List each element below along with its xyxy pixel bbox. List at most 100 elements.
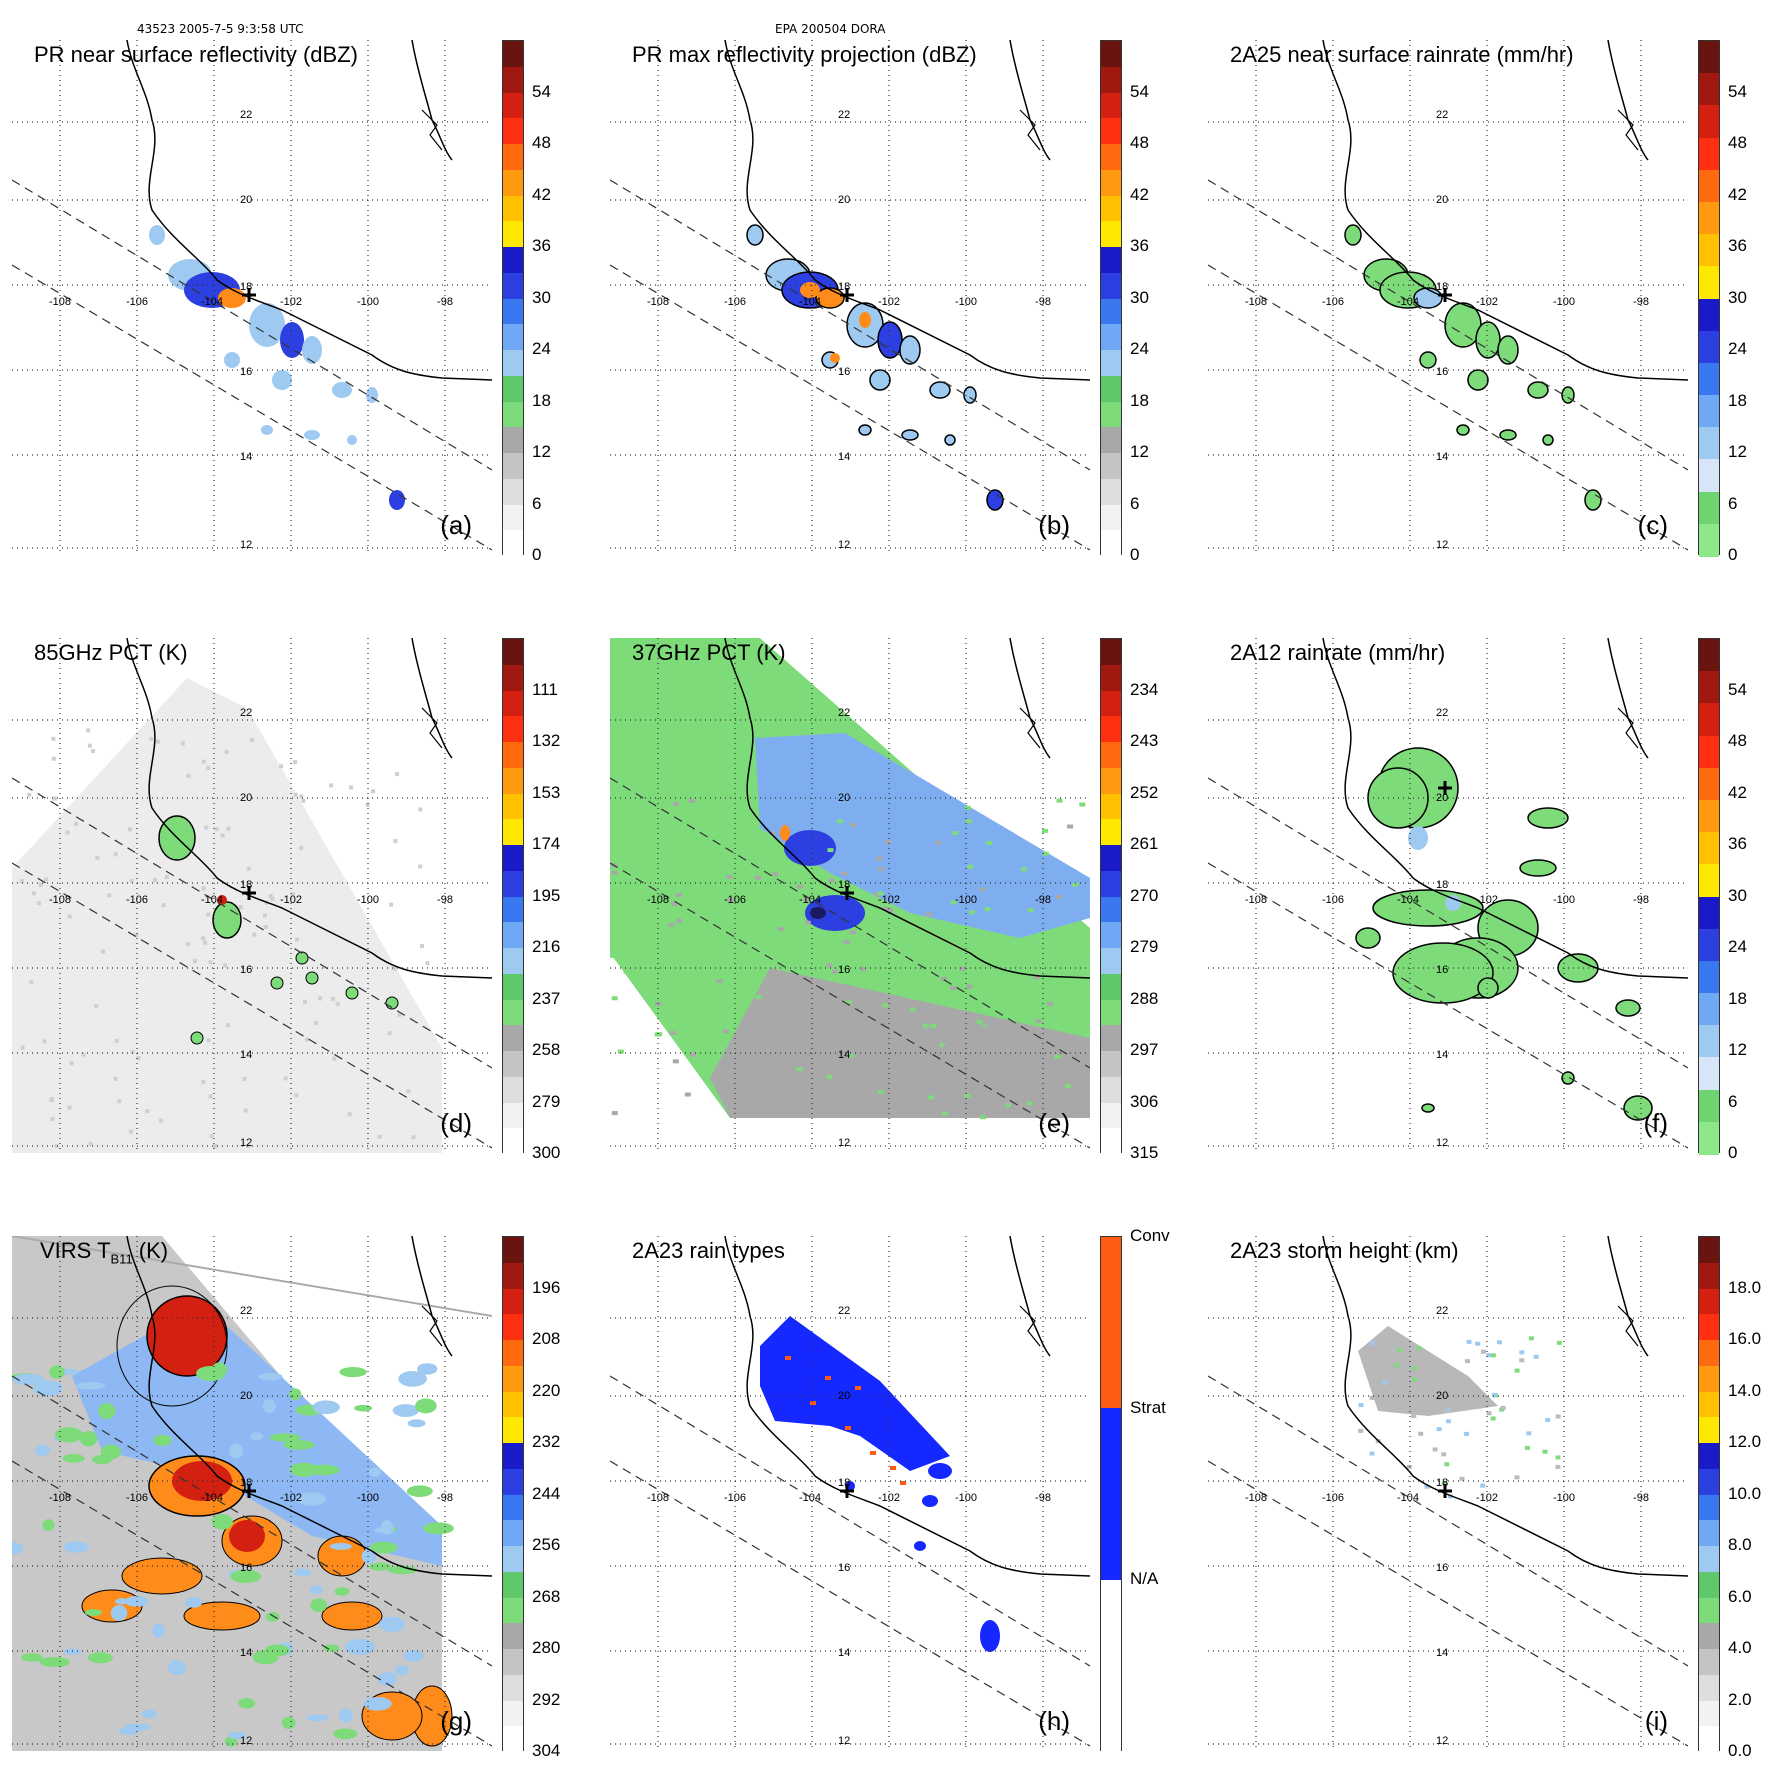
panel-title: 37GHz PCT (K) (632, 640, 786, 666)
texture-pixel (928, 1095, 935, 1100)
texture-pixel (226, 1023, 231, 1028)
coastline (724, 40, 1090, 381)
texture-pixel (906, 916, 913, 921)
echo-cell (1456, 424, 1470, 436)
colorbar-segment (503, 742, 523, 769)
texture-pixel (651, 895, 658, 900)
echo-cell (249, 303, 285, 347)
colorbar-tick-label: 216 (532, 937, 561, 956)
colorbar-tick-label: 48 (1728, 731, 1747, 750)
cloud-fragment (211, 1514, 233, 1530)
colorbar-tick-label: 24 (1728, 937, 1747, 956)
longitude-label: -98 (437, 296, 453, 308)
colorbar-tick-label: Strat (1130, 1397, 1166, 1417)
texture-pixel (672, 802, 679, 807)
cold-cloud-top (229, 1520, 265, 1552)
convective-pixel (825, 1376, 831, 1380)
texture-pixel (964, 1093, 971, 1098)
panel-title-text: PR max reflectivity projection (dBZ) (632, 42, 977, 67)
map-panel-b: -108 -106 -104 -102 -100 -98 22 20 18 16 14 12 PR ma… (610, 40, 1090, 555)
storm-center-marker (1438, 781, 1452, 795)
stratiform-rain (922, 1495, 938, 1507)
longitude-label: -108 (49, 296, 71, 308)
echo-cell (149, 225, 165, 245)
texture-pixel (962, 1065, 969, 1070)
cloud-fragment (395, 1664, 409, 1676)
texture-pixel (950, 900, 957, 905)
latitude-label: 12 (838, 1735, 850, 1747)
colorbar-segment (1101, 742, 1121, 769)
colorbar-segment (503, 427, 523, 454)
storm-center-marker (242, 886, 256, 900)
coastline-east (1009, 40, 1051, 161)
height-pixel (1441, 1408, 1447, 1413)
echo-cell (332, 382, 352, 398)
texture-pixel (797, 884, 804, 889)
colorbar-segment (1101, 247, 1121, 274)
colorbar-segment (1699, 1089, 1719, 1123)
cloud-fragment (310, 1598, 328, 1613)
echo-cell (858, 424, 872, 436)
echo-cell (1527, 381, 1549, 399)
longitude-label: -108 (49, 894, 71, 906)
texture-pixel (611, 870, 618, 875)
cloud-fragment (363, 1696, 392, 1711)
texture-pixel (980, 1115, 987, 1120)
height-pixel (1496, 1340, 1502, 1345)
colorbar-segment (1699, 137, 1719, 171)
colorbar-tick-label: 232 (532, 1432, 561, 1451)
texture-pixel (843, 932, 850, 937)
height-pixel (1406, 1464, 1412, 1469)
map-panel-h: -108 -106 -104 -102 -100 -98 22 20 18 16 14 12 2A23 … (610, 1236, 1090, 1751)
cloud-fragment (21, 1653, 43, 1662)
colorbar-segment (1699, 1623, 1719, 1650)
colorbar-segment (503, 973, 523, 1000)
texture-pixel (283, 1076, 288, 1081)
colorbar-segment (503, 1494, 523, 1521)
texture-pixel (91, 749, 96, 754)
colorbar-segment (503, 1102, 523, 1129)
texture-pixel (1026, 1101, 1033, 1106)
colorbar-tick-label: 2.0 (1728, 1689, 1752, 1709)
colorbar-segment (1101, 1025, 1121, 1052)
colorbar-tick-label: 220 (532, 1380, 561, 1400)
rain-region (1355, 927, 1381, 949)
cloud-fragment (269, 1433, 301, 1442)
colorbar-tick-label: 48 (1130, 133, 1149, 152)
texture-pixel (1018, 1007, 1025, 1012)
texture-pixel (69, 1061, 74, 1066)
colorbar-tick-label: 24 (1130, 339, 1149, 358)
longitude-label: -104 (201, 296, 223, 308)
longitude-label: -102 (878, 296, 900, 308)
colorbar-tick-label: 288 (1130, 988, 1159, 1008)
coastline (1322, 638, 1688, 979)
texture-pixel (847, 1053, 854, 1058)
texture-pixel (38, 882, 43, 887)
pr-swath-edge (1208, 179, 1688, 471)
texture-pixel (963, 1088, 970, 1093)
longitude-label: -104 (799, 894, 821, 906)
height-pixel (1514, 1475, 1520, 1480)
longitude-label: -98 (1633, 894, 1649, 906)
longitude-label: -98 (437, 1492, 453, 1504)
latitude-label: 12 (1436, 1137, 1448, 1149)
texture-pixel (650, 865, 657, 870)
echo-cell (899, 335, 921, 365)
texture-pixel (755, 994, 762, 999)
texture-pixel (1004, 1103, 1011, 1108)
cloud-fragment (62, 1648, 82, 1655)
texture-pixel (27, 792, 32, 797)
texture-pixel (155, 739, 160, 744)
latitude-label: 22 (838, 109, 850, 121)
colorbar-segment (503, 504, 523, 531)
longitude-label: -100 (955, 296, 977, 308)
ice-scatter-region (295, 951, 309, 965)
texture-pixel (201, 1080, 206, 1085)
latitude-label: 14 (1436, 1647, 1448, 1659)
warm-anomaly (780, 825, 790, 841)
longitude-label: -102 (878, 1492, 900, 1504)
colorbar-segment (503, 1520, 523, 1547)
colorbar-segment (1101, 1408, 1121, 1580)
colorbar-segment (1699, 1417, 1719, 1444)
rain-core (1408, 826, 1428, 850)
